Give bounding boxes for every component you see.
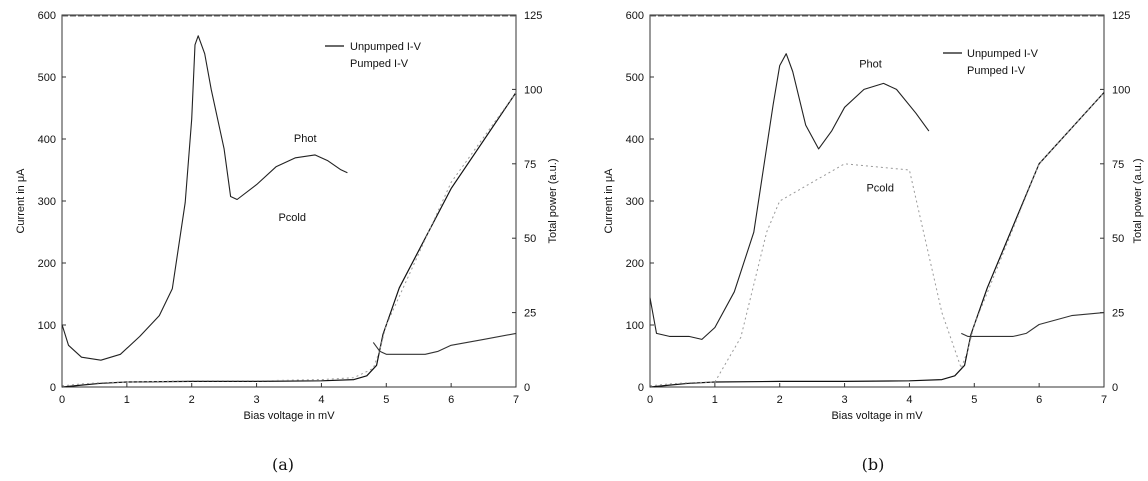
y2-axis-label: Total power (a.u.)	[1132, 159, 1144, 244]
y-tick-label: 0	[638, 382, 644, 394]
y-tick-label: 200	[38, 258, 56, 270]
chart-panel-a: 0 1 2 3 4 5 6 701002003004005006000255075100125…	[15, 10, 559, 474]
x-tick-label: 4	[906, 394, 912, 406]
series-line-phot	[649, 53, 930, 340]
legend-entry-pumped: Pumped I-V	[350, 58, 409, 70]
x-tick-label: 5	[383, 394, 389, 406]
y2-tick-label: 75	[524, 159, 536, 171]
x-tick-label: 7	[513, 394, 519, 406]
y-tick-label: 100	[626, 320, 644, 332]
x-tick-label: 5	[971, 394, 977, 406]
x-tick-label: 1	[712, 394, 718, 406]
x-axis-label: Bias voltage in mV	[243, 410, 335, 422]
y-tick-label: 0	[50, 382, 56, 394]
y2-tick-label: 0	[524, 382, 530, 394]
y2-tick-label: 50	[524, 233, 536, 245]
y2-tick-label: 75	[1112, 159, 1124, 171]
legend-entry-unpumped: Unpumped I-V	[967, 48, 1039, 60]
y2-tick-label: 25	[524, 308, 536, 320]
annotation-pcold: Pcold	[278, 212, 306, 224]
annotation-phot: Phot	[294, 133, 317, 145]
y-tick-label: 400	[626, 134, 644, 146]
annotation-phot: Phot	[859, 59, 882, 71]
legend-entry-pumped: Pumped I-V	[967, 65, 1026, 77]
y2-tick-label: 100	[1112, 84, 1130, 96]
y-tick-label: 600	[626, 10, 644, 22]
x-tick-label: 0	[647, 394, 653, 406]
y-tick-label: 400	[38, 134, 56, 146]
y2-tick-label: 100	[524, 84, 542, 96]
y-axis-label: Current in μA	[603, 168, 615, 234]
x-tick-label: 6	[448, 394, 454, 406]
x-tick-label: 0	[59, 394, 65, 406]
legend: Unpumped I-V Pumped I-V	[943, 48, 1039, 77]
legend-entry-unpumped: Unpumped I-V	[350, 41, 422, 53]
x-tick-label: 1	[124, 394, 130, 406]
x-tick-label: 4	[318, 394, 324, 406]
y-tick-label: 200	[626, 258, 644, 270]
panel-label-b: (b)	[862, 455, 885, 474]
y2-tick-label: 125	[524, 10, 542, 22]
x-tick-label: 7	[1101, 394, 1107, 406]
y2-tick-label: 50	[1112, 233, 1124, 245]
legend: Unpumped I-V Pumped I-V	[325, 41, 422, 70]
series-line-unpumped-i-v	[61, 92, 517, 388]
plot-frame	[61, 14, 517, 388]
y2-tick-label: 0	[1112, 382, 1118, 394]
series-line-unpumped-i-v	[649, 92, 1105, 388]
series-line-pumped-i-v	[61, 92, 517, 387]
x-tick-label: 2	[189, 394, 195, 406]
x-tick-label: 3	[842, 394, 848, 406]
chart-panel-b: 0 1 2 3 4 5 6 701002003004005006000255075100125…	[603, 10, 1144, 474]
panel-label-a: (a)	[272, 455, 294, 474]
series-line-pumped-i-v	[649, 92, 1105, 387]
x-tick-label: 2	[777, 394, 783, 406]
series-line-phot	[61, 35, 348, 361]
annotation-pcold: Pcold	[866, 183, 894, 195]
y2-axis-label: Total power (a.u.)	[547, 159, 559, 244]
x-axis-label: Bias voltage in mV	[831, 410, 923, 422]
y-tick-label: 300	[626, 196, 644, 208]
y-tick-label: 300	[38, 196, 56, 208]
y-tick-label: 500	[38, 72, 56, 84]
x-tick-label: 3	[254, 394, 260, 406]
plot-frame	[649, 14, 1105, 388]
y2-tick-label: 125	[1112, 10, 1130, 22]
y2-tick-label: 25	[1112, 308, 1124, 320]
y-tick-label: 500	[626, 72, 644, 84]
y-tick-label: 600	[38, 10, 56, 22]
x-tick-label: 6	[1036, 394, 1042, 406]
y-tick-label: 100	[38, 320, 56, 332]
series-line-pcold	[961, 312, 1105, 337]
y-axis-label: Current in μA	[15, 168, 27, 234]
series-line-pcold	[372, 332, 517, 355]
